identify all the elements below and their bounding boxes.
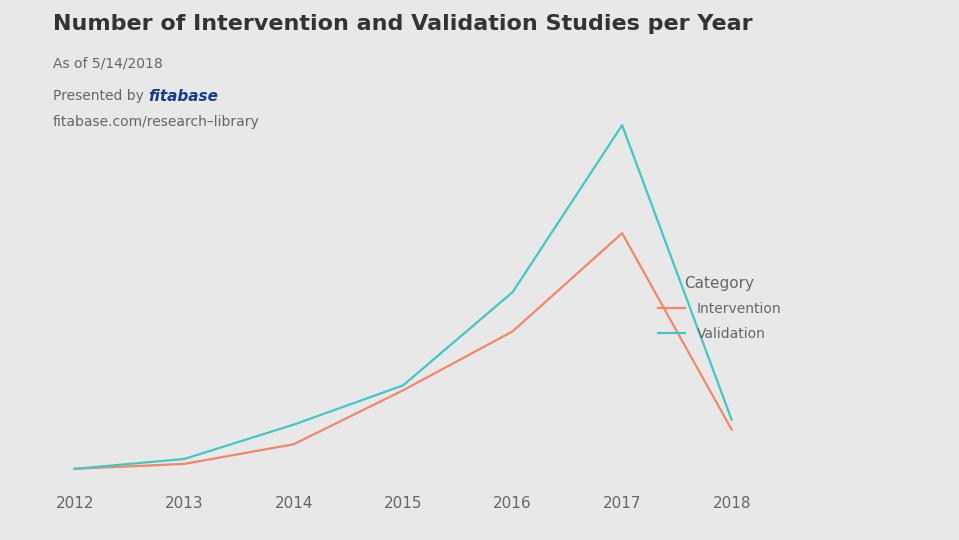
Text: fitabase.com/research–library: fitabase.com/research–library xyxy=(53,115,260,129)
Legend: Intervention, Validation: Intervention, Validation xyxy=(652,270,786,347)
Text: Number of Intervention and Validation Studies per Year: Number of Intervention and Validation St… xyxy=(53,14,753,33)
Text: As of 5/14/2018: As of 5/14/2018 xyxy=(53,57,162,71)
Text: fitabase: fitabase xyxy=(149,89,219,104)
Text: Presented by: Presented by xyxy=(53,89,148,103)
